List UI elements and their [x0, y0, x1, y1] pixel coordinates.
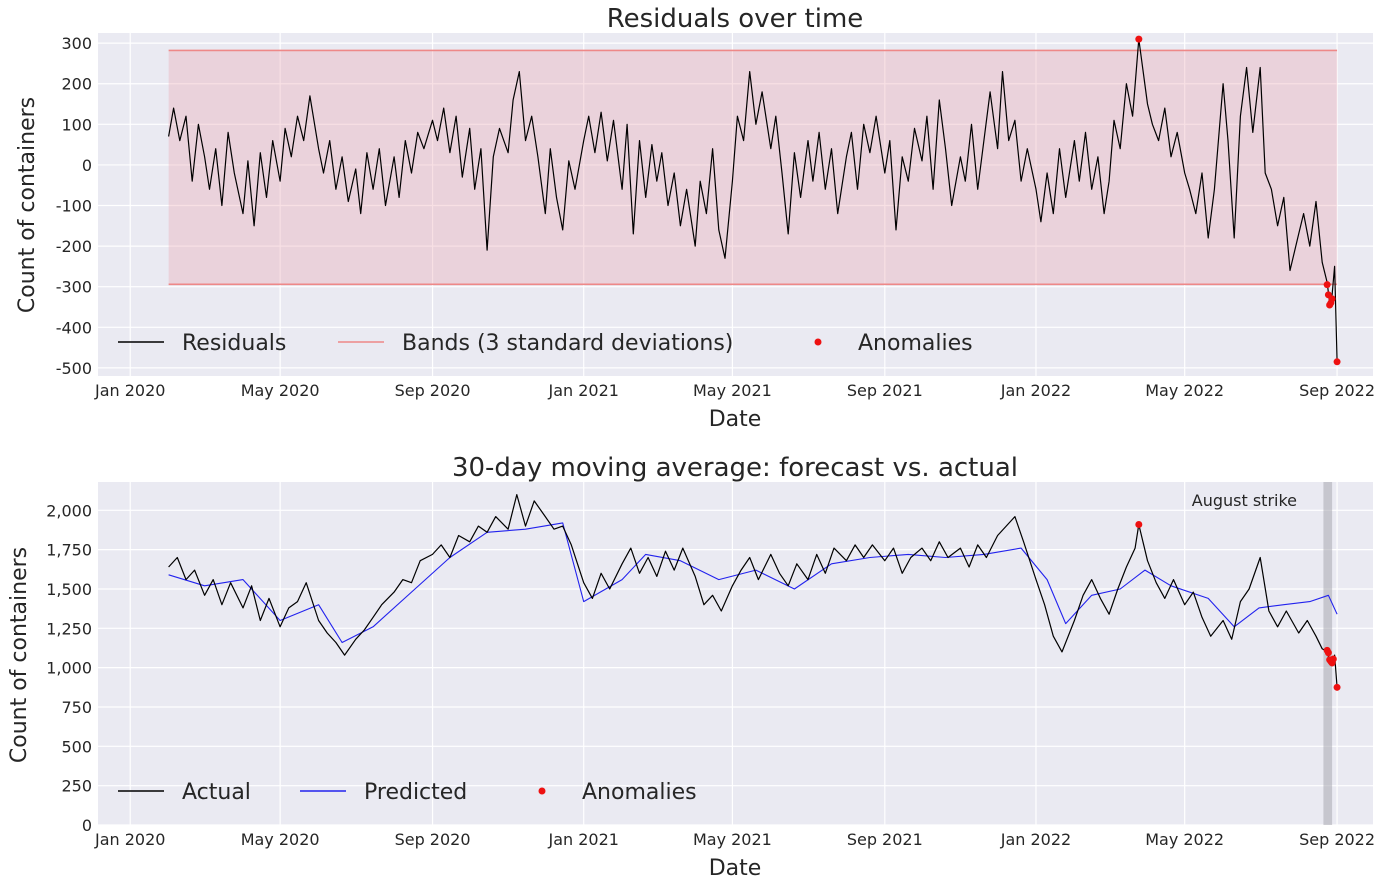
- residuals-x-tick-labels: Jan 2020 May 2020 Sep 2020 Jan 2021 May 2021…: [94, 381, 1375, 400]
- residuals-chart: 300 200 100 0 -100 -200 -300 -400 -500 Jan 2020 M…: [15, 4, 1375, 432]
- residuals-series-line: [168, 38, 1338, 362]
- y-tick-label: 100: [61, 115, 92, 134]
- x-tick-label: May 2022: [1145, 381, 1224, 400]
- forecast-anomaly-point: [1333, 683, 1341, 691]
- y-tick-label: 1,250: [46, 619, 92, 638]
- residuals-plot-area: [98, 33, 1373, 376]
- x-tick-label: Jan 2022: [1000, 381, 1071, 400]
- y-tick-label: 200: [61, 75, 92, 94]
- x-tick-label: Jan 2022: [1000, 830, 1071, 849]
- residuals-legend: Residuals Bands (3 standard deviations) …: [118, 331, 973, 356]
- moving-average-legend: Actual Predicted Anomalies: [118, 780, 697, 805]
- x-tick-label: Jan 2020: [94, 830, 165, 849]
- y-tick-label: 2,000: [46, 501, 92, 520]
- x-tick-label: May 2020: [241, 381, 320, 400]
- residuals-y-axis-label: Count of containers: [15, 97, 40, 313]
- x-tick-label: Sep 2020: [395, 830, 471, 849]
- august-strike-annotation: August strike: [1192, 491, 1297, 510]
- x-tick-label: Sep 2020: [395, 381, 471, 400]
- residuals-anomaly-points: [1135, 35, 1341, 366]
- x-tick-label: May 2020: [241, 830, 320, 849]
- residual-anomaly-point: [1333, 358, 1341, 366]
- x-tick-label: May 2021: [693, 830, 772, 849]
- legend-label-bands: Bands (3 standard deviations): [402, 331, 733, 356]
- y-tick-label: 300: [61, 34, 92, 53]
- y-tick-label: 500: [61, 737, 92, 756]
- y-tick-label: -200: [56, 237, 92, 256]
- legend-label-anomalies: Anomalies: [582, 780, 697, 805]
- moving-average-chart-title: 30-day moving average: forecast vs. actu…: [452, 453, 1018, 483]
- legend-swatch-anomalies: [814, 338, 822, 346]
- moving-average-plot-area: [98, 482, 1373, 825]
- moving-average-y-tick-labels: 2,000 1,750 1,500 1,250 1,000 750 500 250 0: [46, 501, 92, 835]
- residuals-band-fill: [168, 50, 1338, 285]
- y-tick-label: 750: [61, 698, 92, 717]
- x-tick-label: Sep 2021: [847, 830, 923, 849]
- x-tick-label: May 2022: [1145, 830, 1224, 849]
- residual-anomaly-point: [1135, 35, 1143, 43]
- residuals-chart-title: Residuals over time: [607, 4, 864, 34]
- residual-anomaly-point: [1328, 295, 1336, 303]
- residuals-y-tick-labels: 300 200 100 0 -100 -200 -300 -400 -500: [56, 34, 92, 378]
- legend-label-anomalies: Anomalies: [858, 331, 973, 356]
- y-tick-label: -300: [56, 278, 92, 297]
- actual-series-line: [168, 494, 1338, 688]
- x-tick-label: May 2021: [693, 381, 772, 400]
- y-tick-label: 250: [61, 777, 92, 796]
- legend-label-predicted: Predicted: [364, 780, 467, 805]
- legend-label-residuals: Residuals: [182, 331, 286, 356]
- y-tick-label: 0: [82, 816, 92, 835]
- x-tick-label: Sep 2022: [1299, 830, 1375, 849]
- legend-label-actual: Actual: [182, 780, 251, 805]
- moving-average-y-axis-label: Count of containers: [7, 547, 32, 763]
- forecast-anomaly-point: [1329, 655, 1337, 663]
- forecast-anomaly-point: [1324, 649, 1332, 657]
- x-tick-label: Jan 2021: [547, 830, 618, 849]
- legend-swatch-anomalies: [538, 787, 546, 795]
- y-tick-label: -400: [56, 318, 92, 337]
- moving-average-x-axis-label: Date: [709, 856, 762, 881]
- residuals-gridlines: [98, 33, 1373, 376]
- y-tick-label: 1,500: [46, 580, 92, 599]
- x-tick-label: Sep 2021: [847, 381, 923, 400]
- y-tick-label: 0: [82, 156, 92, 175]
- y-tick-label: -100: [56, 197, 92, 216]
- y-tick-label: 1,750: [46, 541, 92, 560]
- x-tick-label: Sep 2022: [1299, 381, 1375, 400]
- residual-anomaly-point: [1323, 281, 1331, 289]
- moving-average-anomaly-points: [1135, 520, 1341, 691]
- x-tick-label: Jan 2020: [94, 381, 165, 400]
- y-tick-label: -500: [56, 359, 92, 378]
- moving-average-chart: 2,000 1,750 1,500 1,250 1,000 750 500 250 0 Jan …: [7, 453, 1375, 881]
- x-tick-label: Jan 2021: [547, 381, 618, 400]
- predicted-series-line: [168, 522, 1338, 644]
- y-tick-label: 1,000: [46, 659, 92, 678]
- residuals-x-axis-label: Date: [709, 407, 762, 432]
- moving-average-gridlines: [98, 482, 1373, 826]
- moving-average-x-tick-labels: Jan 2020 May 2020 Sep 2020 Jan 2021 May 2021…: [94, 830, 1375, 849]
- forecast-anomaly-point: [1135, 520, 1143, 528]
